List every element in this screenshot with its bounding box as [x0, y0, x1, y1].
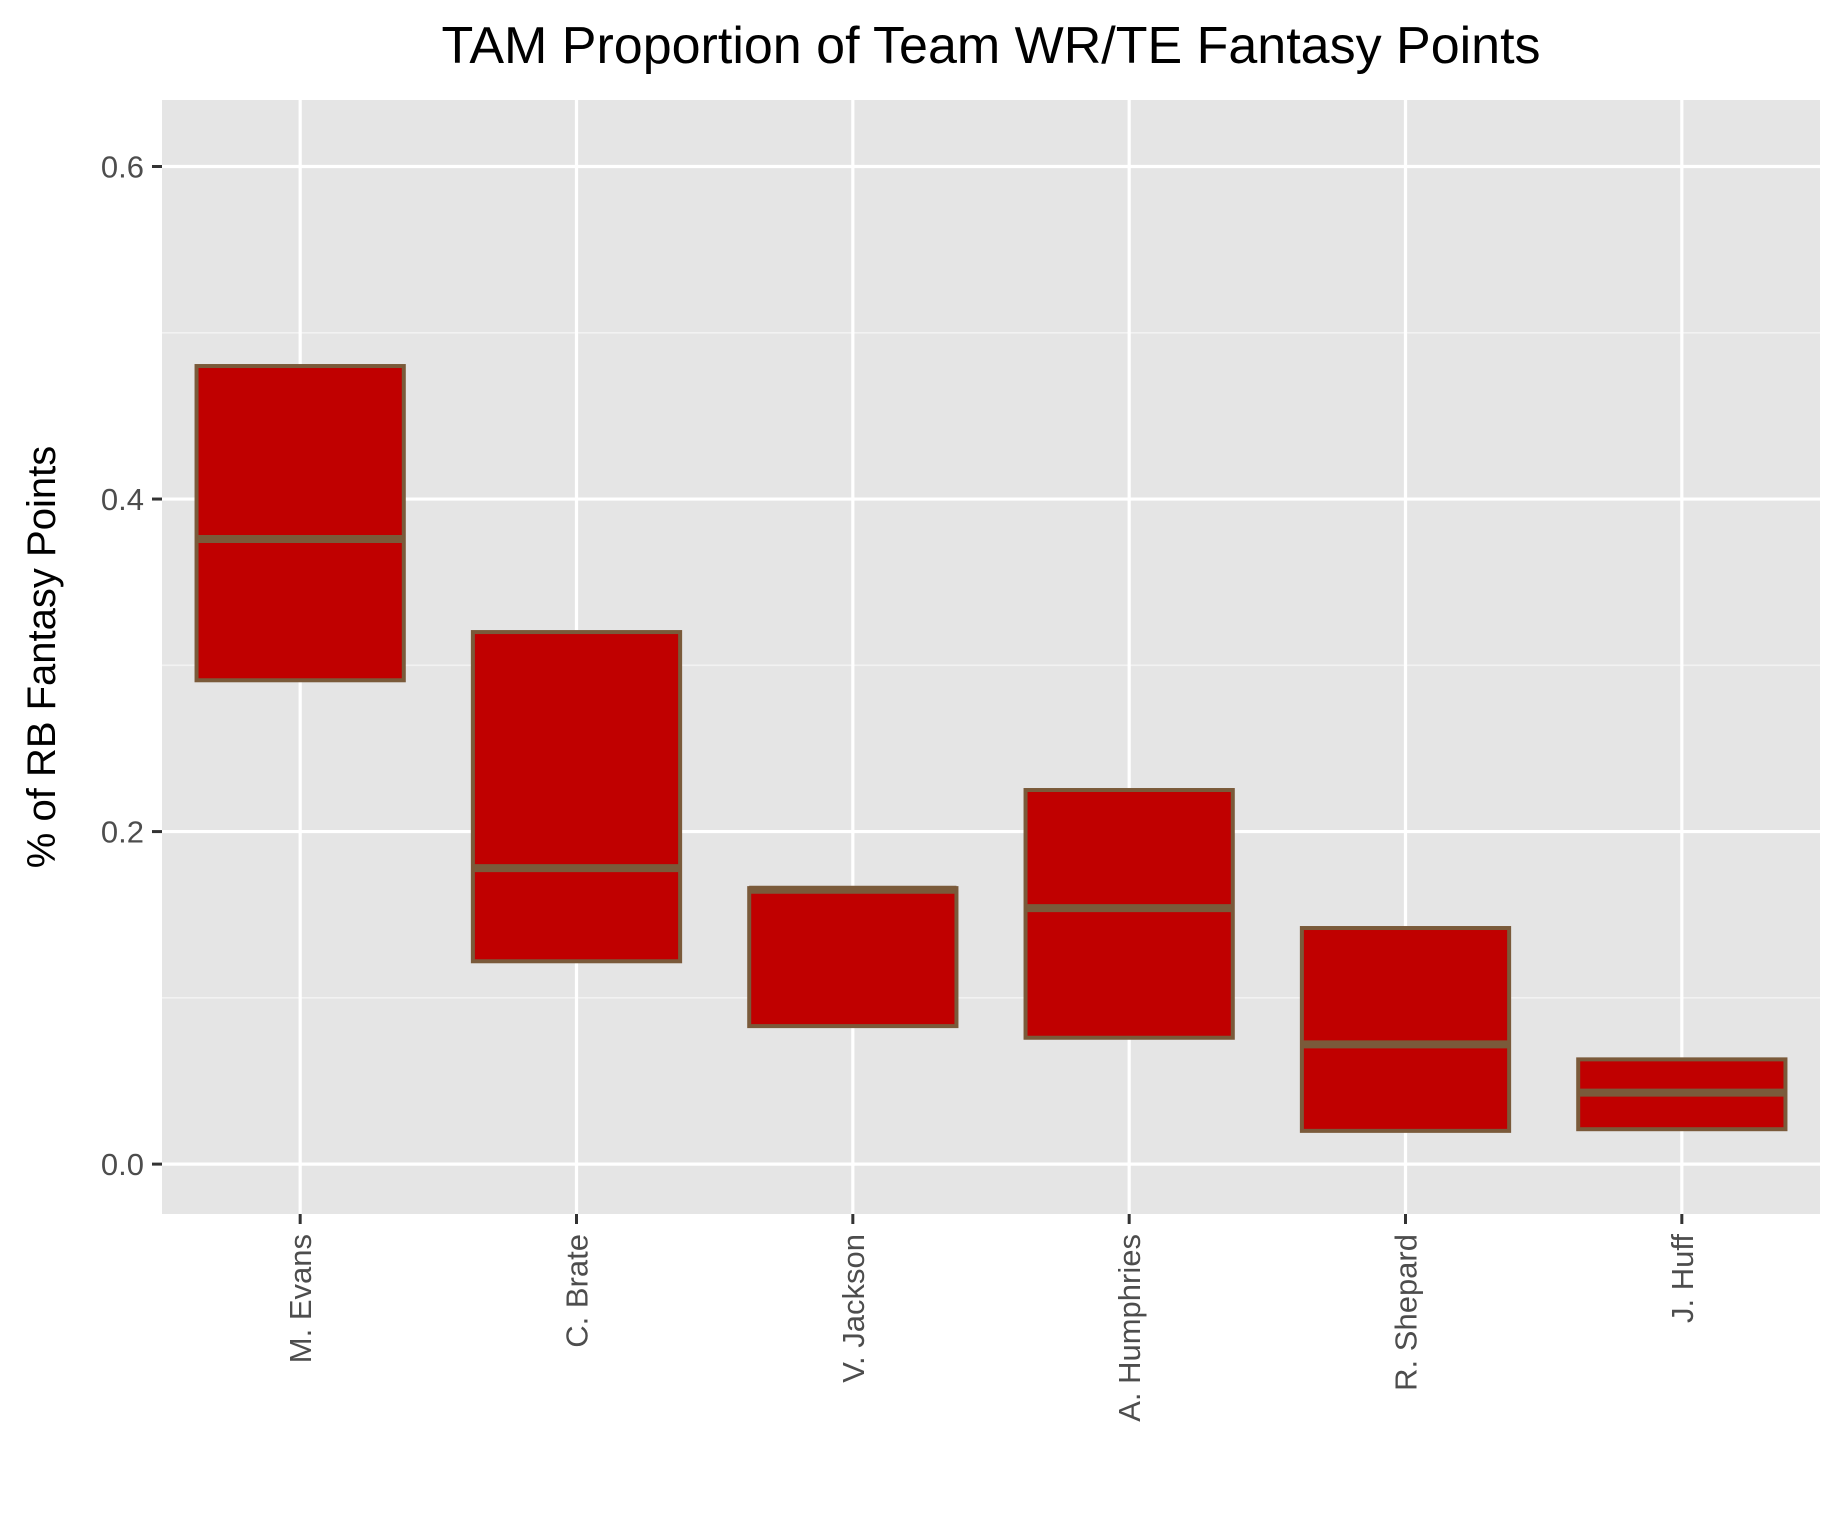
x-tick-label: J. Huff [1665, 1234, 1700, 1323]
y-tick-label: 0.0 [101, 1147, 144, 1182]
box-c-brate [470, 630, 683, 964]
grid-layer [162, 100, 1820, 1214]
box-m-evans [194, 364, 406, 683]
x-tick-label: C. Brate [560, 1234, 595, 1348]
y-tick-label: 0.4 [101, 482, 144, 517]
box-layer [194, 364, 1788, 1133]
y-axis-title: % of RB Fantasy Points [20, 446, 64, 868]
y-tick-label: 0.2 [101, 815, 144, 850]
y-tick-label: 0.6 [101, 150, 144, 185]
chart-title: TAM Proportion of Team WR/TE Fantasy Poi… [441, 17, 1540, 75]
x-tick-label: M. Evans [283, 1234, 318, 1363]
box-r-shepard [1299, 926, 1512, 1133]
x-tick-label: R. Shepard [1389, 1234, 1424, 1391]
axis-layer: 0.0 0.2 0.4 0.6 M. Evans C. Brate V. Jackson A.… [101, 150, 1700, 1422]
box-a-humphries [1023, 788, 1235, 1040]
box-v-jackson [747, 886, 959, 1029]
plot-panel [162, 100, 1820, 1214]
x-tick-label: V. Jackson [836, 1234, 871, 1383]
x-tick-label: A. Humphries [1112, 1234, 1147, 1422]
